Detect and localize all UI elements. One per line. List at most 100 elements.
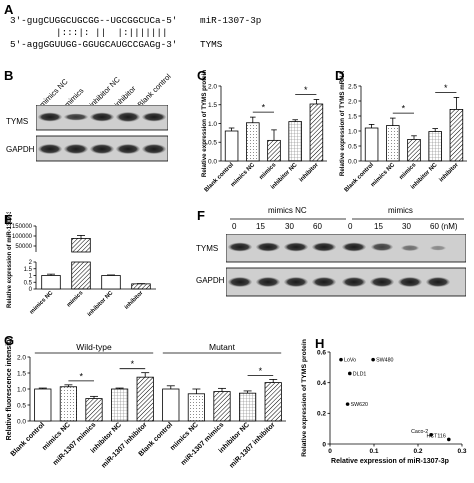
panel-label-d: D (335, 68, 345, 83)
bar (111, 388, 129, 422)
x-tick-label: Blank control (204, 162, 236, 194)
bar (41, 275, 61, 290)
scatter-point (348, 371, 352, 376)
bar (85, 398, 103, 422)
y-tick-label: 0.5 (17, 402, 26, 409)
y-tick-label: 1.0 (208, 121, 217, 128)
x-tick-label: mimics (259, 162, 278, 181)
blot-row-label: TYMS (196, 244, 219, 253)
dose-label: 15 (374, 222, 383, 231)
y-tick-label: 0.0 (17, 418, 26, 425)
y-axis-title: Relative fluorescence intensity (6, 338, 13, 441)
blot-row-label: GAPDH (196, 276, 225, 285)
target-name: TYMS (200, 39, 223, 50)
bar (267, 139, 281, 162)
y-tick-label: 1.5 (24, 267, 33, 273)
bar (309, 103, 324, 162)
blot-row-label: GAPDH (6, 145, 35, 154)
y-tick-label: 2 (29, 260, 33, 266)
western-blot-f (226, 234, 466, 297)
y-tick-label: 2.0 (208, 83, 217, 90)
scatter-point (339, 357, 343, 362)
y-tick-label: 2.0 (17, 354, 26, 361)
x-tick-label: inhibitor (439, 162, 461, 184)
bar (59, 386, 77, 422)
bar (364, 127, 379, 162)
dose-label: 0 (232, 222, 237, 231)
panel-label-f: F (197, 208, 205, 223)
x-tick-label: mimics (66, 290, 84, 308)
bar (136, 376, 154, 422)
y-tick-label: 1.5 (348, 113, 357, 120)
x-tick-label: 0.2 (413, 448, 422, 455)
significance-star: * (304, 85, 308, 95)
bar (288, 121, 302, 162)
significance-star: * (402, 104, 406, 114)
y-tick-label: 100000 (12, 234, 33, 240)
panel-label-g: G (4, 333, 15, 348)
y-tick-label: 1.5 (208, 102, 217, 109)
point-label: HCT116 (426, 433, 445, 439)
y-tick-label: 0.0 (208, 158, 217, 165)
x-tick-label: miR-1307 inhibitor (100, 421, 148, 469)
significance-star: * (79, 371, 83, 381)
bar (162, 388, 180, 422)
y-tick-label: 1.5 (17, 370, 26, 377)
y-tick-label: 0.4 (317, 380, 326, 387)
x-tick-label: Blank control (344, 162, 376, 194)
y-axis-title: Relative expression of TYMS protein (201, 70, 208, 177)
dose-label: 15 (256, 222, 265, 231)
mirna-name: miR-1307-3p (200, 15, 262, 26)
significance-star: * (259, 366, 263, 376)
significance-star: * (444, 83, 448, 93)
point-label: Caco-2 (411, 429, 428, 435)
y-tick-label: 150000 (12, 224, 33, 230)
y-tick-label: 0.5 (348, 143, 357, 150)
point-label: DLD1 (353, 371, 367, 377)
dose-label: 0 (348, 222, 353, 231)
bar (264, 382, 282, 422)
target-sequence: 5'-aggGGUUGG-GGUGCAUGCCGAGg-3' (10, 39, 178, 50)
group-label: mimics NC (268, 206, 307, 215)
x-tick-label: 0.3 (457, 448, 466, 455)
bar (101, 275, 121, 290)
point-label: SW480 (376, 358, 393, 364)
panel-label-e: E (4, 212, 13, 227)
y-tick-label: 0.5 (208, 140, 217, 147)
bar (187, 393, 205, 422)
scatter-point (371, 357, 375, 362)
y-tick-label: 0.6 (317, 349, 326, 356)
group-brackets (230, 218, 464, 220)
x-tick-label: inhibitor NC (87, 290, 115, 318)
y-tick-label: 1 (29, 274, 33, 280)
y-axis-title: Relative expression of miR-1307-3p (7, 212, 13, 308)
scatter-point (429, 433, 433, 437)
y-tick-label: 50000 (15, 244, 32, 250)
bar (224, 130, 239, 162)
bar (246, 122, 260, 162)
y-tick-label: 0.0 (348, 158, 357, 165)
bar (449, 109, 464, 162)
x-tick-label: inhibitor (299, 162, 321, 184)
y-tick-label: 2.5 (348, 83, 357, 90)
dose-label: 30 (285, 222, 294, 231)
bar (213, 391, 231, 422)
bar (407, 139, 421, 162)
y-tick-label: 0.5 (24, 280, 33, 286)
scatter-point (447, 437, 451, 442)
panel-label-a: A (4, 2, 14, 17)
bar (428, 131, 442, 162)
y-tick-label: 1.0 (17, 386, 26, 393)
y-axis-title: Relative expression of TYMS mRNA (339, 70, 346, 176)
x-tick-label: mimics (399, 162, 418, 181)
significance-star: * (262, 103, 266, 113)
point-label: SW620 (351, 402, 368, 408)
x-tick-label: mimics NC (29, 290, 55, 316)
chart-h: 0 0.1 0.2 0.3 0 0.2 0.4 0.6 LoVo SW480 DLD1 SW620 Ca… (301, 339, 467, 465)
y-tick-label: 0 (29, 287, 33, 293)
bar (386, 125, 400, 162)
